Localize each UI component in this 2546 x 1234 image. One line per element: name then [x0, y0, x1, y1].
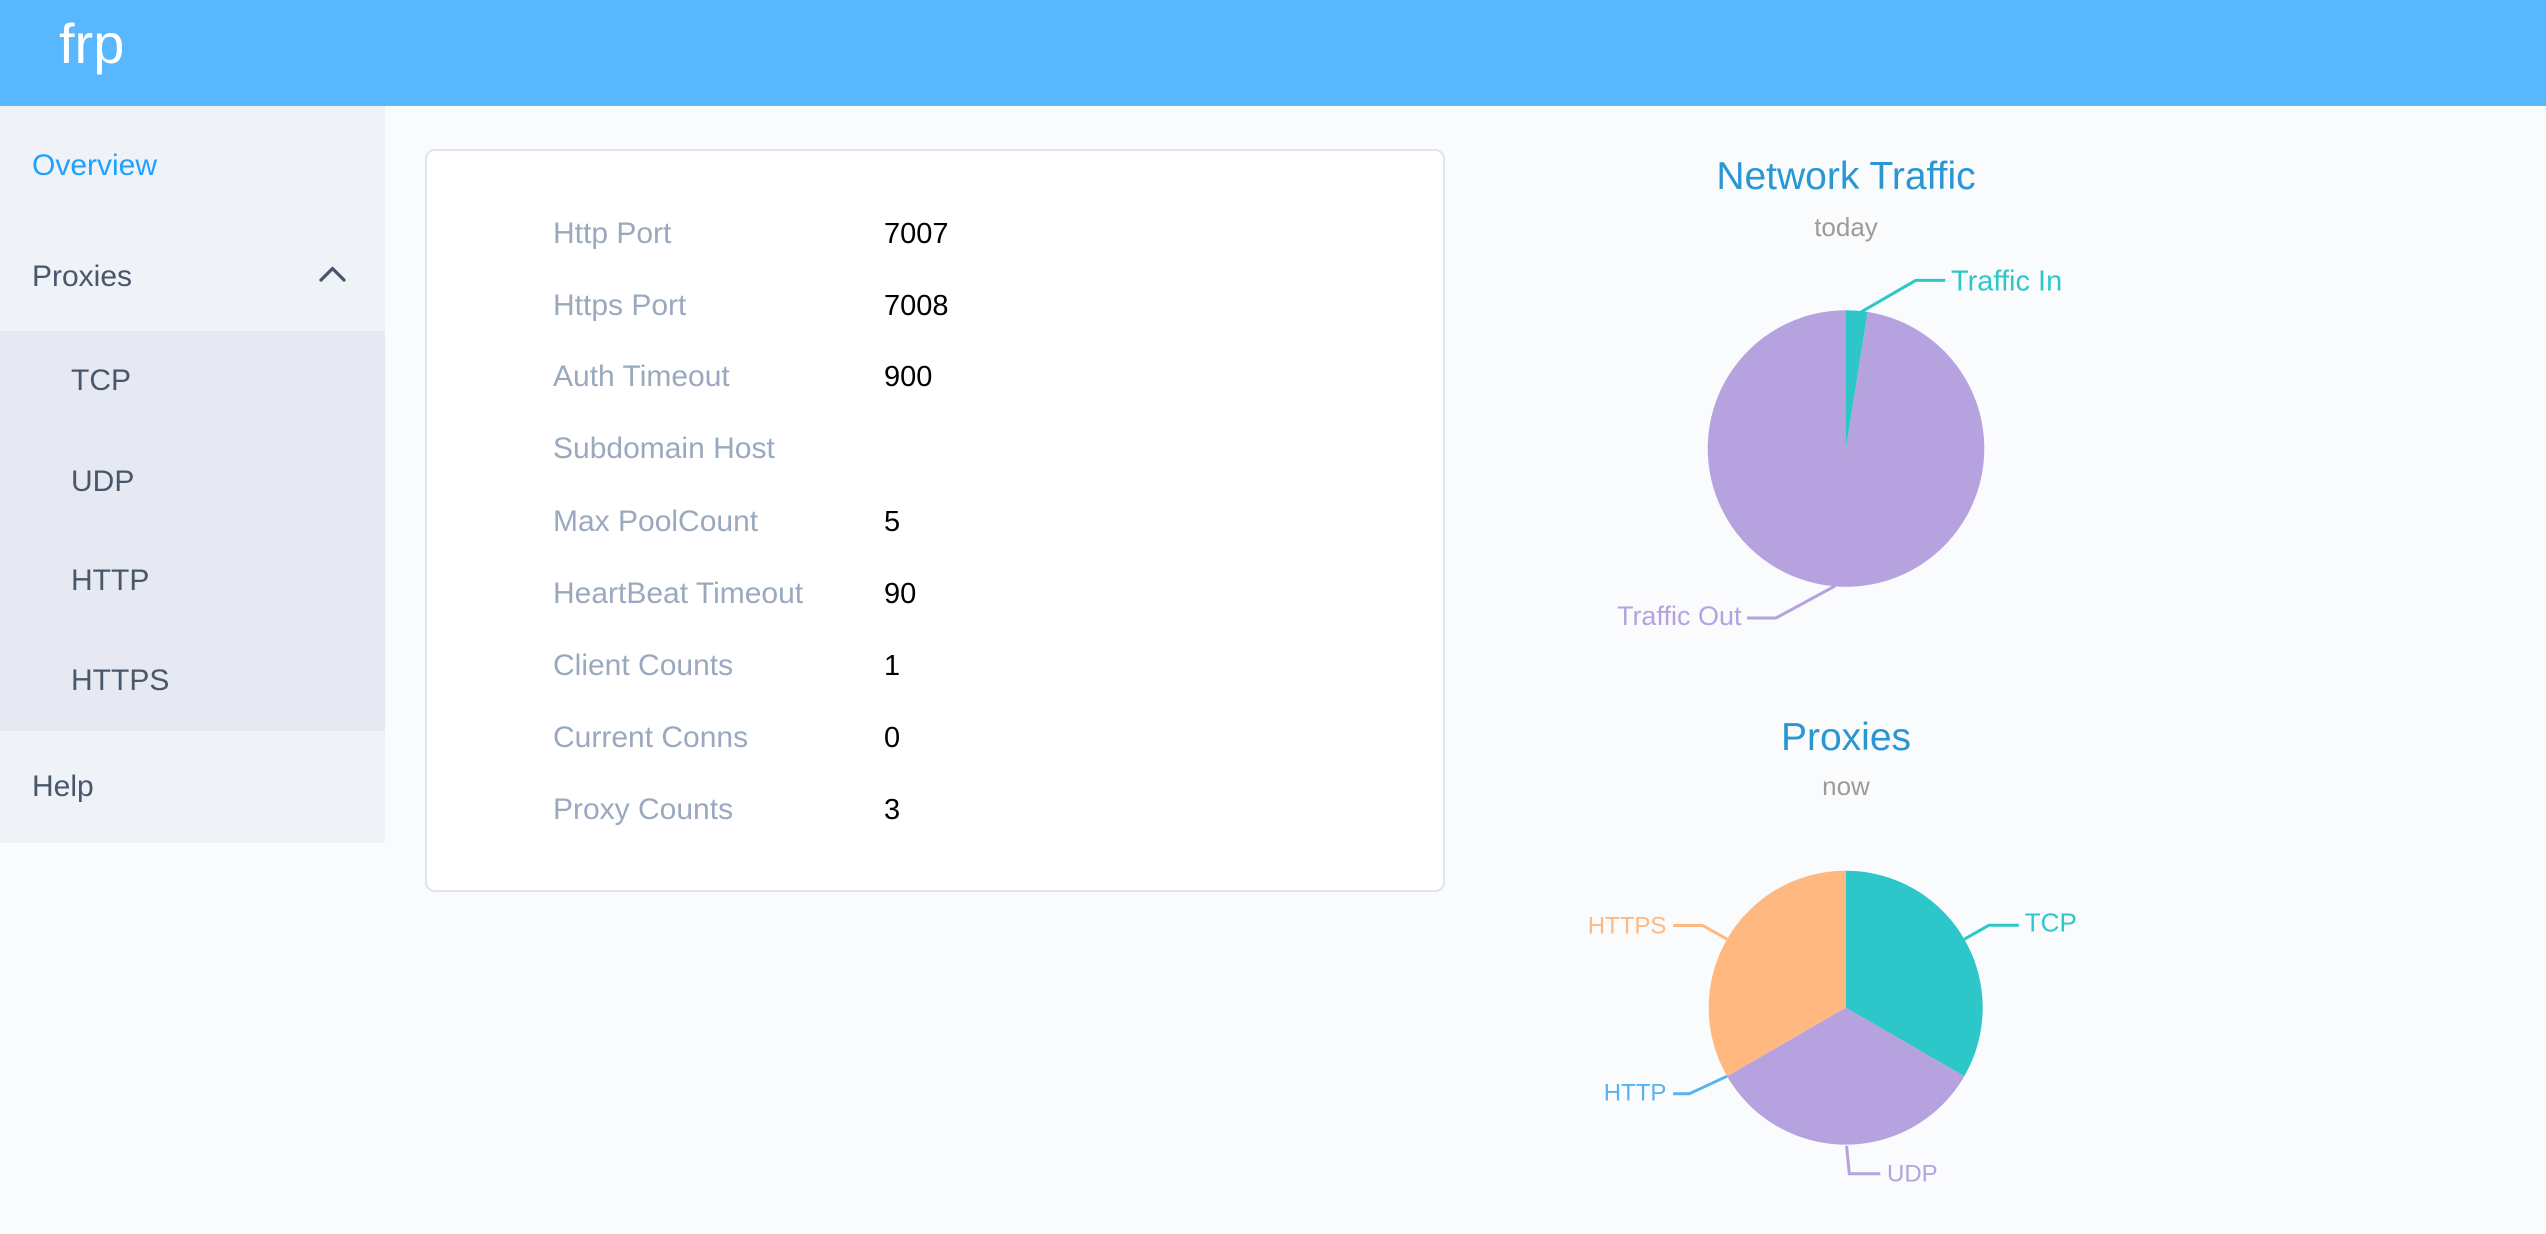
svg-text:UDP: UDP: [1887, 1161, 1938, 1188]
svg-text:Traffic In: Traffic In: [1951, 266, 2062, 298]
svg-text:HTTPS: HTTPS: [1588, 913, 1667, 940]
svg-text:Proxies: Proxies: [1781, 716, 1911, 759]
svg-text:Network Traffic: Network Traffic: [1716, 155, 1975, 198]
svg-text:now: now: [1822, 771, 1870, 801]
svg-text:HTTP: HTTP: [1604, 1080, 1667, 1107]
svg-text:TCP: TCP: [2025, 908, 2077, 938]
svg-text:today: today: [1814, 212, 1878, 242]
svg-text:Traffic Out: Traffic Out: [1617, 601, 1742, 631]
